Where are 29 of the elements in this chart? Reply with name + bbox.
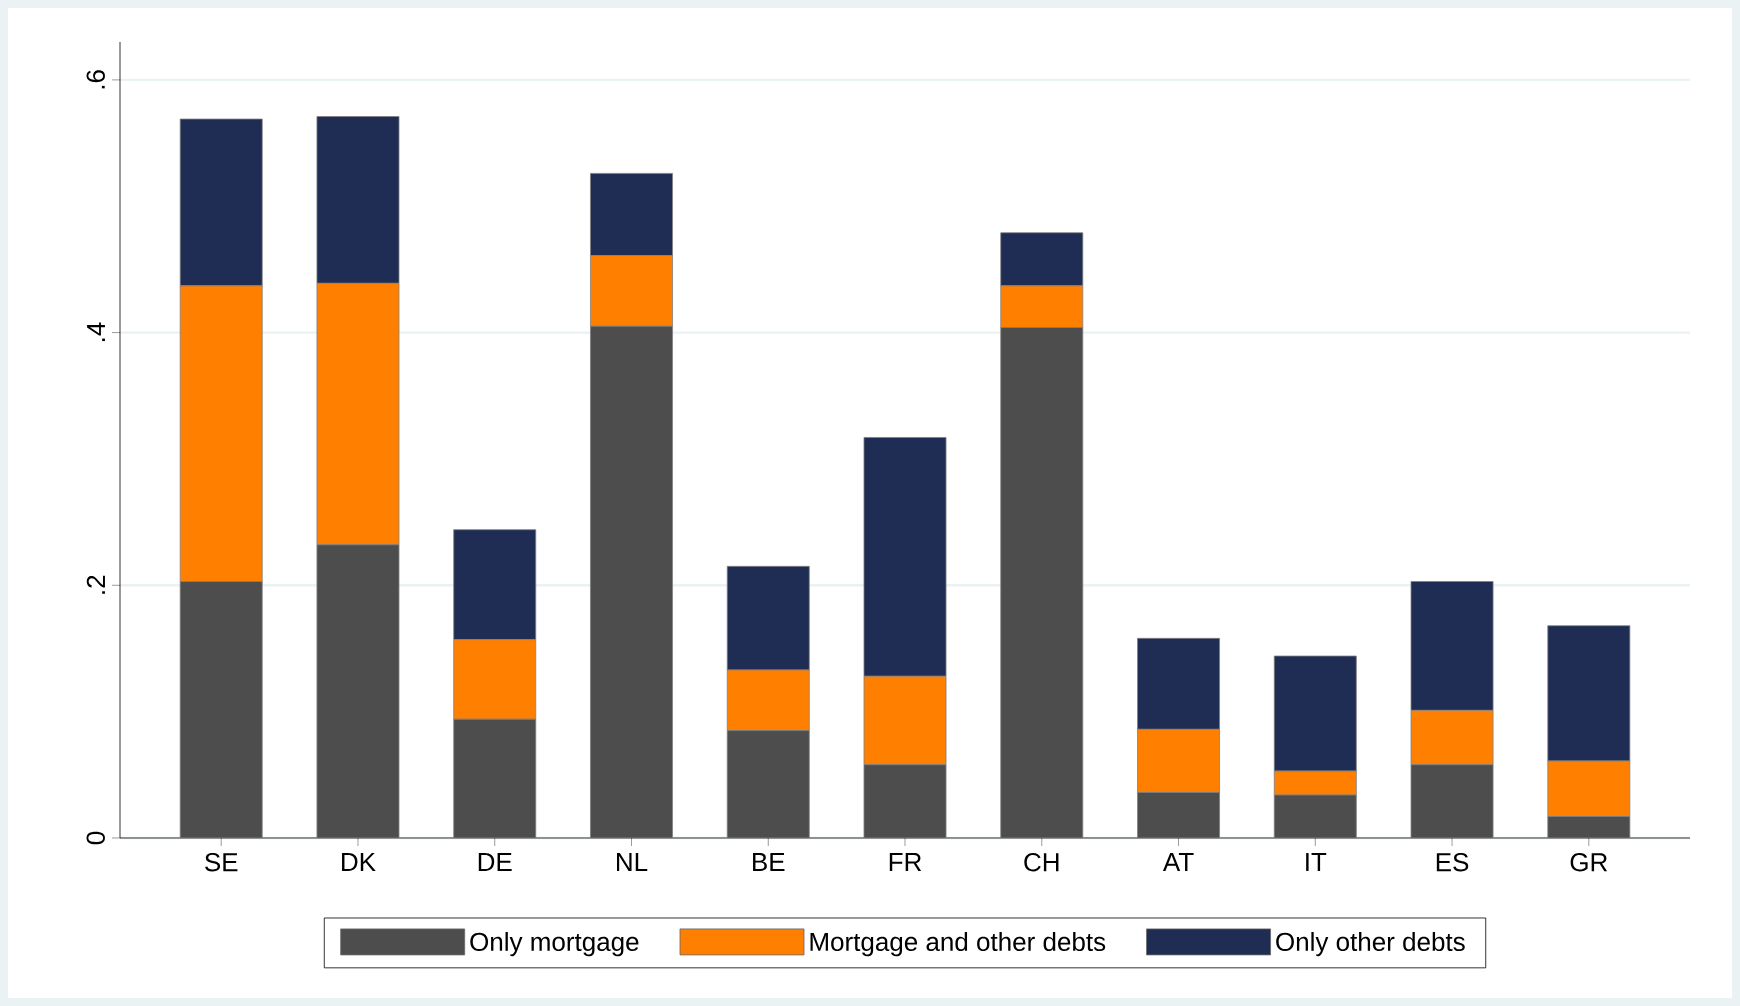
bar — [453, 718, 537, 838]
x-tick-label: CH — [1024, 853, 1059, 872]
x-tick-label: IT — [1306, 853, 1327, 871]
x-tick-label: FR — [889, 853, 922, 871]
bar — [1137, 792, 1220, 838]
y-tick-label: .4 — [87, 322, 105, 342]
x-tick-label: DK — [342, 853, 376, 871]
bar — [863, 764, 947, 838]
legend-label: Only mortgage — [470, 931, 639, 957]
bar — [590, 325, 673, 838]
x-tick-label: AT — [1162, 853, 1194, 871]
legend-label: Mortgage and other debts — [810, 931, 1106, 957]
x-tick-label: DE — [478, 853, 512, 871]
y-tick-label: 0 — [86, 831, 105, 845]
x-tick-label: SE — [205, 853, 238, 872]
bar — [316, 544, 400, 838]
x-tick-label: ES — [1436, 853, 1469, 872]
bar — [1547, 816, 1631, 838]
legend-label: Only other debts — [1276, 931, 1465, 957]
bar — [1000, 327, 1084, 838]
bar — [1273, 794, 1357, 838]
bar — [726, 730, 810, 838]
x-tick-label: NL — [617, 853, 648, 871]
y-tick-label: .6 — [86, 70, 105, 89]
bar — [1410, 764, 1494, 838]
bar — [179, 581, 263, 838]
y-tick-label: .2 — [86, 575, 105, 594]
x-tick-label: GR — [1570, 853, 1608, 872]
x-tick-label: BE — [753, 853, 785, 871]
